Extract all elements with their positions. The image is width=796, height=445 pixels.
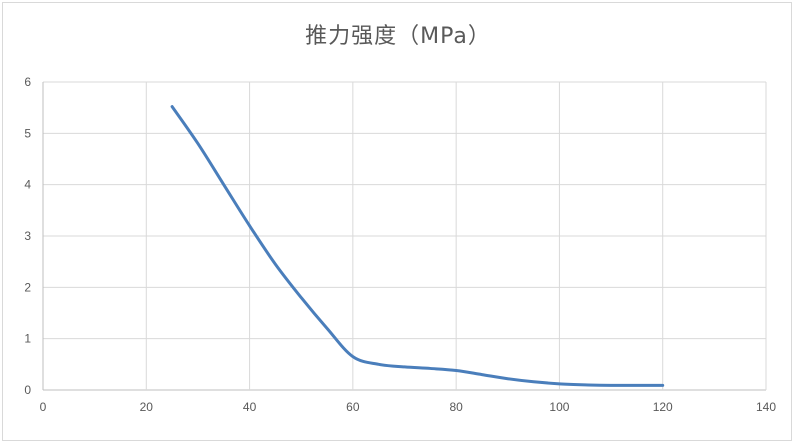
x-tick-label: 120	[653, 400, 673, 414]
y-tick-label: 4	[24, 178, 31, 192]
y-tick-label: 6	[24, 75, 31, 89]
y-tick-label: 0	[24, 383, 31, 397]
x-tick-label: 100	[549, 400, 569, 414]
y-tick-label: 5	[24, 126, 31, 140]
x-tick-label: 20	[140, 400, 154, 414]
y-tick-label: 3	[24, 229, 31, 243]
x-tick-label: 40	[243, 400, 257, 414]
x-tick-label: 140	[756, 400, 776, 414]
series-line-0	[170, 105, 665, 387]
y-tick-label: 2	[24, 280, 31, 294]
y-tick-label: 1	[24, 332, 31, 346]
chart-title: 推力强度（MPa）	[305, 24, 491, 49]
x-tick-label: 80	[449, 400, 463, 414]
x-tick-label: 60	[346, 400, 360, 414]
x-tick-label: 0	[40, 400, 47, 414]
